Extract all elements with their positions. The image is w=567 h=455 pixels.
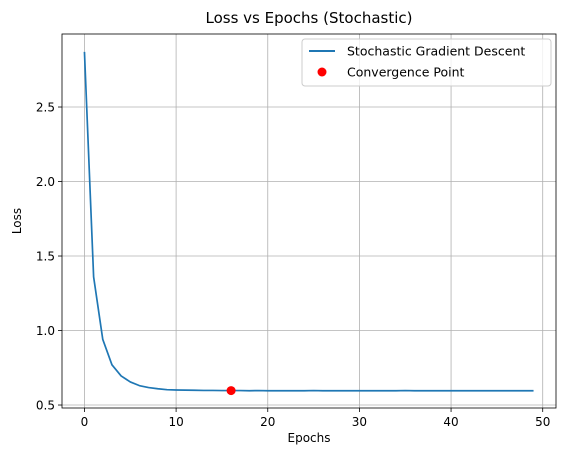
y-tick-label: 1.5	[36, 250, 55, 264]
x-tick-label: 20	[260, 415, 275, 429]
x-tick-label: 0	[81, 415, 89, 429]
y-axis-label: Loss	[10, 208, 24, 234]
x-tick-label: 40	[443, 415, 458, 429]
grid	[62, 34, 556, 408]
plot-frame	[61, 33, 557, 409]
legend-label-sgd: Stochastic Gradient Descent	[347, 44, 525, 59]
x-tick-label: 30	[352, 415, 367, 429]
data-series	[83, 51, 534, 396]
convergence-point	[226, 386, 236, 396]
y-tick-label: 2.0	[36, 175, 55, 189]
x-tick-label: 50	[535, 415, 550, 429]
chart-title: Loss vs Epochs (Stochastic)	[206, 9, 413, 27]
legend-label-convergence: Convergence Point	[347, 65, 465, 80]
y-tick-label: 2.5	[36, 101, 55, 115]
sgd-loss-line	[83, 51, 534, 392]
legend-dot-icon	[317, 67, 327, 77]
legend-box	[301, 38, 552, 87]
x-axis-label: Epochs	[288, 431, 331, 445]
legend: Stochastic Gradient Descent Convergence …	[301, 38, 552, 87]
x-tick-label: 10	[168, 415, 183, 429]
y-tick-label: 1.0	[36, 324, 55, 338]
y-tick-label: 0.5	[36, 399, 55, 413]
axis-ticks: 0 10 20 30 40 50 0.5 1.0 1.5 2.0 2.5	[36, 101, 550, 429]
